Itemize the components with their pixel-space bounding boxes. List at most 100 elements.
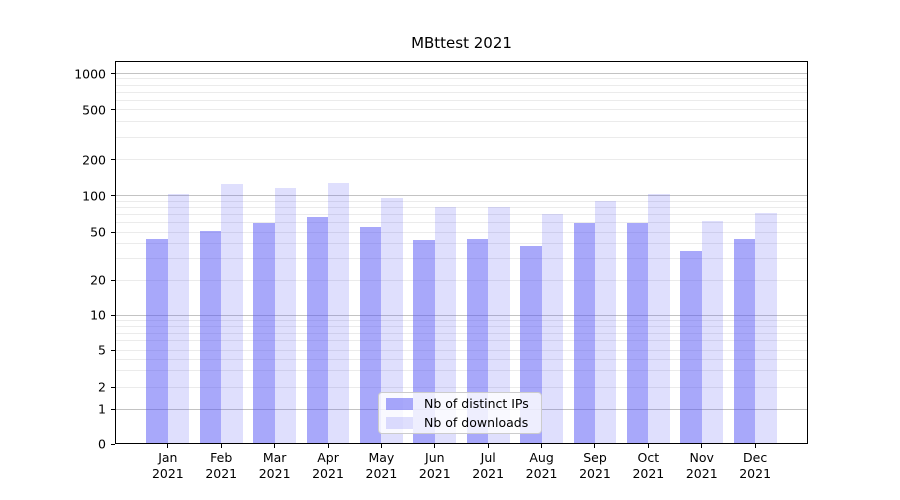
- bar-distinct-ips-oct: [626, 223, 649, 444]
- x-tick-label-dec: Dec 2021: [739, 450, 772, 481]
- bar-downloads-dec: [755, 212, 777, 444]
- x-tick-label-apr: Apr 2021: [312, 450, 344, 481]
- y-tick-mark-10: [111, 314, 115, 316]
- y-tick-label-0: 0: [98, 436, 106, 452]
- x-tick-mark-dec: [754, 444, 756, 448]
- y-tick-mark-500: [111, 109, 115, 110]
- x-tick-label-feb: Feb 2021: [205, 450, 238, 481]
- x-tick-label-nov: Nov 2021: [685, 450, 718, 481]
- bar-downloads-jun: [434, 207, 457, 444]
- x-tick-label-aug: Aug 2021: [525, 450, 558, 481]
- bar-distinct-ips-feb: [199, 230, 222, 444]
- x-tick-mark-feb: [220, 444, 222, 448]
- y-tick-mark-200: [111, 159, 115, 160]
- x-tick-mark-sep: [594, 444, 596, 448]
- bar-downloads-mar: [274, 187, 297, 444]
- y-tick-mark-100: [111, 195, 115, 196]
- gridline-minor-70: [116, 213, 807, 215]
- y-tick-label-500: 500: [82, 102, 106, 117]
- bar-distinct-ips-mar: [253, 223, 275, 444]
- x-tick-label-mar: Mar 2021: [258, 450, 291, 481]
- y-tick-label-20: 20: [90, 272, 106, 288]
- legend-item-distinct-ips: Nb of distinct IPs: [386, 396, 534, 411]
- y-tick-mark-1: [111, 408, 115, 410]
- legend-label-downloads: Nb of downloads: [424, 415, 529, 430]
- y-tick-mark-0: [111, 443, 115, 445]
- gridline-minor-50: [116, 231, 807, 233]
- bar-downloads-jan: [167, 194, 190, 444]
- gridline-minor-6: [116, 340, 807, 342]
- bar-downloads-apr: [328, 182, 350, 444]
- y-tick-mark-2: [111, 386, 115, 388]
- gridline-major-100: [116, 195, 807, 196]
- gridline-minor-7: [116, 332, 807, 334]
- y-tick-mark-20: [111, 279, 115, 281]
- x-tick-label-jul: Jul 2021: [472, 450, 505, 481]
- gridline-minor-3: [116, 370, 807, 372]
- x-tick-mark-nov: [701, 444, 703, 448]
- x-tick-mark-may: [380, 444, 382, 448]
- y-tick-mark-50: [111, 231, 115, 233]
- x-tick-mark-mar: [274, 444, 276, 448]
- y-tick-label-10: 10: [90, 307, 106, 323]
- gridline-minor-800: [116, 84, 807, 86]
- y-tick-label-2: 2: [98, 379, 106, 395]
- gridline-minor-700: [116, 91, 807, 93]
- gridline-minor-600: [116, 99, 807, 101]
- bar-downloads-jul: [488, 206, 510, 444]
- y-tick-mark-1000: [111, 73, 115, 74]
- bar-downloads-oct: [648, 193, 670, 444]
- gridline-minor-4: [116, 358, 807, 360]
- gridline-minor-200: [116, 159, 807, 160]
- legend-label-distinct-ips: Nb of distinct IPs: [424, 396, 529, 411]
- bar-downloads-feb: [221, 183, 243, 444]
- gridline-minor-30: [116, 258, 807, 260]
- gridline-minor-60: [116, 221, 807, 223]
- bar-distinct-ips-apr: [306, 217, 329, 444]
- x-tick-label-sep: Sep 2021: [579, 450, 611, 481]
- gridline-major-1000: [116, 73, 807, 74]
- y-tick-label-5: 5: [98, 342, 106, 358]
- x-tick-mark-jun: [434, 444, 436, 448]
- bar-distinct-ips-nov: [680, 250, 702, 444]
- legend-swatch-distinct-ips-icon: [386, 397, 413, 410]
- gridline-minor-80: [116, 206, 807, 208]
- gridline-minor-8: [116, 325, 807, 327]
- y-tick-label-50: 50: [90, 224, 106, 240]
- gridline-minor-400: [116, 121, 807, 123]
- bar-downloads-nov: [701, 220, 724, 444]
- x-tick-label-may: May 2021: [365, 450, 398, 481]
- legend: Nb of distinct IPs Nb of downloads: [378, 392, 542, 434]
- gridline-minor-300: [116, 136, 807, 138]
- x-tick-mark-jul: [487, 444, 489, 448]
- legend-item-downloads: Nb of downloads: [386, 415, 534, 430]
- gridline-minor-9: [116, 319, 807, 321]
- gridline-minor-900: [116, 78, 807, 80]
- gridline-minor-2: [116, 386, 807, 388]
- gridline-minor-5: [116, 349, 807, 351]
- bar-downloads-sep: [594, 201, 617, 444]
- bar-distinct-ips-dec: [733, 238, 756, 444]
- gridline-minor-90: [116, 200, 807, 202]
- y-tick-label-1: 1: [98, 401, 106, 417]
- x-tick-mark-aug: [541, 444, 543, 448]
- x-tick-mark-jan: [167, 444, 169, 448]
- y-tick-label-200: 200: [82, 152, 106, 167]
- y-tick-mark-5: [111, 349, 115, 351]
- chart-title: MBttest 2021: [411, 34, 512, 52]
- bar-distinct-ips-sep: [573, 223, 595, 444]
- bar-distinct-ips-may: [360, 226, 382, 444]
- gridline-minor-40: [116, 243, 807, 245]
- x-tick-label-jan: Jan 2021: [151, 450, 184, 481]
- y-tick-label-1000: 1000: [74, 66, 106, 81]
- x-tick-mark-apr: [327, 444, 329, 448]
- x-tick-label-jun: Jun 2021: [418, 450, 451, 481]
- gridline-minor-500: [116, 109, 807, 110]
- bar-downloads-may: [381, 198, 403, 444]
- legend-swatch-downloads-icon: [386, 416, 413, 429]
- gridline-major-10: [116, 314, 807, 316]
- bar-downloads-aug: [541, 214, 563, 444]
- x-tick-mark-oct: [647, 444, 649, 448]
- gridline-minor-20: [116, 279, 807, 281]
- y-tick-label-100: 100: [82, 188, 106, 203]
